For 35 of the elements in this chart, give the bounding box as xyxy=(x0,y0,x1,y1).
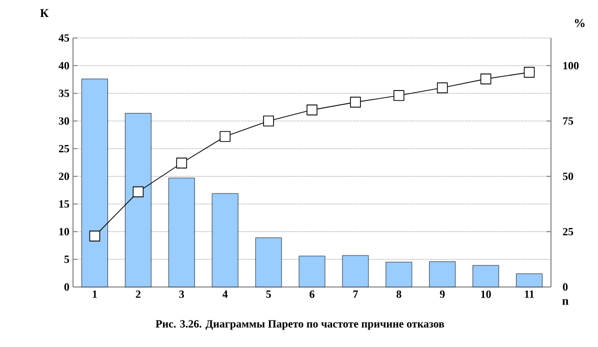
bar xyxy=(472,265,500,288)
point xyxy=(132,186,144,198)
x-tick-label: 5 xyxy=(266,290,271,298)
y-tick-label: 0 xyxy=(64,283,70,291)
x-tick-label: 7 xyxy=(353,290,358,298)
x-tick-label: 8 xyxy=(396,290,402,298)
y2-tick-label: 25 xyxy=(562,228,574,236)
point xyxy=(89,230,100,242)
y-axis-title: К xyxy=(40,9,49,18)
x-tick-label: 2 xyxy=(136,290,140,298)
y-tick-label: 15 xyxy=(59,200,70,208)
y-tick-label: 20 xyxy=(58,172,70,180)
y-tick-label: 40 xyxy=(58,62,70,70)
x-tick-label: 1 xyxy=(92,290,97,298)
x-tick-label: 11 xyxy=(524,290,534,298)
bar xyxy=(516,274,542,288)
y-tick-label: 10 xyxy=(59,228,70,236)
x-tick-label: 6 xyxy=(310,290,314,298)
y-tick-label: 35 xyxy=(58,90,70,98)
y2-tick-label: 100 xyxy=(563,62,579,70)
y-tick-label: 25 xyxy=(58,144,70,152)
text: Рис. 3.26. Диаграммы Парето по частоте причине отказов xyxy=(156,320,444,330)
y-tick-label: 30 xyxy=(58,117,70,125)
bar xyxy=(386,262,412,288)
y2-axis-title: % xyxy=(574,18,585,28)
y2-tick-label: 0 xyxy=(562,283,568,291)
y2-tick-label: 75 xyxy=(563,117,574,125)
x-tick-label: 10 xyxy=(481,290,491,298)
x-tick-label: 9 xyxy=(440,290,445,298)
x-axis-title: n xyxy=(562,299,568,305)
x-tick-label: 4 xyxy=(222,290,228,298)
y2-tick-label: 50 xyxy=(562,172,574,180)
y-tick-label: 45 xyxy=(58,34,70,42)
y-tick-label: 5 xyxy=(64,256,70,263)
x-tick-label: 3 xyxy=(179,290,184,298)
